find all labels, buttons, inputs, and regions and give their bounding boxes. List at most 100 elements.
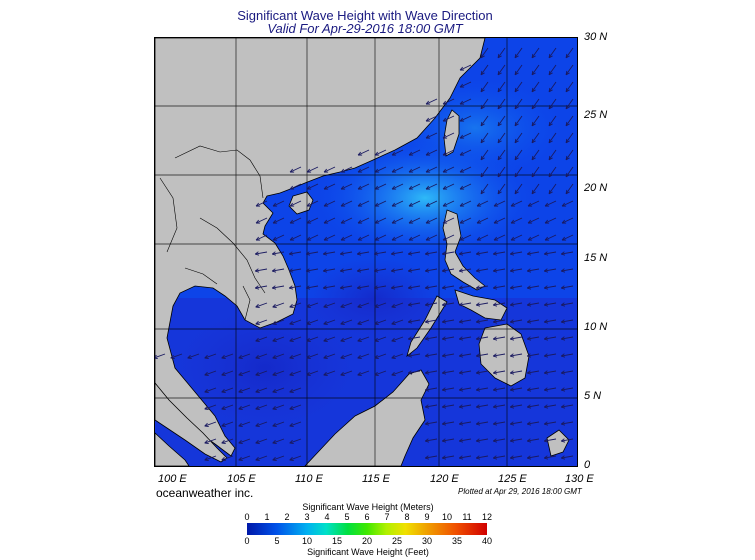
- wave-arrow: [548, 149, 557, 161]
- wave-arrow: [238, 387, 251, 393]
- wave-arrow-head: [442, 168, 447, 173]
- wave-arrow-head: [509, 285, 514, 289]
- wave-arrow: [408, 200, 421, 207]
- wave-arrow-head: [565, 104, 568, 109]
- wave-arrow-head: [510, 457, 515, 460]
- wave-arrow-head: [271, 251, 276, 255]
- wave-arrow: [514, 132, 523, 144]
- wave-arrow-head: [441, 438, 446, 442]
- wave-arrow: [480, 47, 489, 59]
- wave-arrow-head: [374, 168, 379, 173]
- wave-arrow-head: [492, 353, 497, 357]
- colorbar-meters-tick: 2: [284, 512, 290, 522]
- wave-arrow-head: [442, 406, 447, 409]
- wave-arrow: [272, 438, 285, 444]
- wave-arrow-head: [407, 251, 412, 255]
- wave-arrow-head: [509, 370, 514, 374]
- wave-arrow-head: [442, 270, 447, 273]
- wave-arrow-head: [255, 202, 260, 207]
- wave-arrow-head: [459, 253, 464, 256]
- wave-arrow-head: [289, 405, 293, 410]
- wave-arrow-head: [514, 138, 517, 143]
- wave-arrow: [255, 438, 268, 444]
- wave-arrow: [459, 115, 472, 122]
- wave-arrow-head: [560, 336, 565, 340]
- wave-arrow: [391, 285, 404, 289]
- wave-arrow: [476, 302, 489, 306]
- wave-arrow: [442, 438, 455, 442]
- wave-arrow-head: [339, 268, 344, 272]
- wave-arrow-head: [548, 191, 553, 195]
- wave-arrow-head: [306, 168, 311, 173]
- wave-arrow-head: [255, 270, 260, 273]
- wave-arrow-head: [526, 302, 531, 306]
- wave-arrow: [514, 64, 523, 76]
- wave-arrow: [497, 132, 506, 144]
- wave-arrow-head: [289, 371, 293, 376]
- wave-arrow: [459, 353, 472, 357]
- wave-arrow-head: [442, 389, 447, 392]
- wave-arrow-head: [544, 202, 549, 207]
- wave-arrow-head: [476, 321, 481, 324]
- wave-arrow-head: [187, 354, 191, 359]
- wave-arrow-head: [475, 251, 480, 255]
- wave-arrow: [204, 404, 217, 410]
- wave-arrow: [561, 387, 574, 391]
- wave-arrow: [391, 200, 404, 207]
- wave-arrow: [425, 302, 438, 306]
- wave-arrow-head: [441, 421, 446, 425]
- wave-arrow-head: [441, 455, 446, 459]
- wave-arrow-head: [288, 268, 293, 272]
- wave-arrow-head: [497, 53, 500, 58]
- wave-arrow: [561, 285, 574, 289]
- wave-arrow-head: [459, 372, 464, 375]
- wave-arrow-head: [543, 302, 548, 306]
- wave-arrow-head: [543, 387, 548, 391]
- wave-arrow: [272, 370, 285, 376]
- wave-arrow-head: [493, 355, 498, 358]
- wave-arrow-head: [255, 253, 260, 256]
- wave-arrow-head: [323, 253, 328, 256]
- wave-arrow: [459, 387, 472, 391]
- wave-arrow: [510, 234, 523, 241]
- wave-arrow-head: [510, 338, 515, 341]
- wave-arrow-head: [374, 219, 379, 224]
- wave-arrow-head: [459, 236, 464, 241]
- wave-arrow-head: [561, 236, 566, 241]
- lon-label: 105 E: [227, 473, 256, 485]
- wave-arrow-head: [306, 270, 311, 273]
- wave-arrow: [272, 455, 285, 461]
- wave-arrow-head: [221, 388, 225, 393]
- wave-arrow-head: [475, 438, 480, 442]
- wave-arrow: [238, 438, 251, 444]
- wave-arrow: [340, 251, 353, 255]
- wave-arrow-head: [238, 354, 242, 359]
- wave-arrow-head: [459, 151, 464, 156]
- wave-arrow-head: [238, 456, 242, 461]
- wave-arrow-head: [391, 354, 395, 359]
- wave-arrow-head: [322, 285, 327, 289]
- wave-arrow-head: [543, 404, 548, 408]
- wave-arrow-head: [289, 388, 293, 393]
- wave-arrow-head: [561, 389, 566, 392]
- wave-arrow: [476, 319, 489, 323]
- wave-arrow-head: [373, 251, 378, 255]
- wave-arrow-head: [475, 336, 480, 340]
- wave-arrow: [493, 370, 506, 374]
- wave-arrow: [514, 98, 523, 110]
- wave-arrow-head: [238, 405, 242, 410]
- wave-arrow: [459, 183, 472, 190]
- wave-arrow: [480, 166, 489, 178]
- wave-arrow: [565, 47, 574, 59]
- wave-arrow-head: [425, 202, 430, 207]
- wave-arrow-head: [289, 354, 293, 359]
- wave-arrow: [561, 421, 574, 425]
- wave-arrow-head: [289, 337, 293, 342]
- wave-arrow: [391, 336, 404, 342]
- wave-arrow-head: [543, 251, 548, 255]
- wave-arrow-head: [255, 439, 259, 444]
- wave-arrow-head: [493, 202, 498, 207]
- colorbar-meters-tick: 1: [264, 512, 270, 522]
- wave-arrow-head: [548, 174, 553, 178]
- wave-arrow-head: [514, 123, 519, 127]
